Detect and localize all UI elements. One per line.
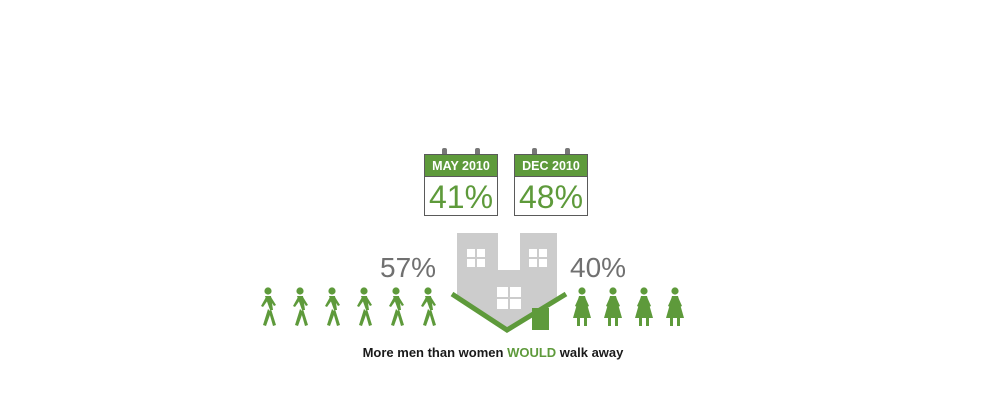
woman-walking-icon — [666, 287, 684, 326]
man-walking-icon — [421, 287, 436, 326]
calendar-percent-value: 48% — [514, 176, 588, 216]
calendar-dec-2010: DEC 2010 48% — [514, 148, 588, 216]
man-walking-icon — [325, 287, 340, 326]
woman-walking-icon — [635, 287, 653, 326]
calendar-percent-value: 41% — [424, 176, 498, 216]
man-walking-icon — [261, 287, 276, 326]
women-percent: 40% — [570, 252, 627, 283]
caption: More men than women WOULD walk away — [0, 345, 986, 360]
caption-text-end: walk away — [556, 345, 624, 360]
calendar-month-label: DEC 2010 — [514, 154, 588, 176]
house-icon — [450, 233, 568, 333]
calendar-may-2010: MAY 2010 41% — [424, 148, 498, 216]
man-walking-icon — [357, 287, 372, 326]
man-walking-icon — [293, 287, 308, 326]
woman-walking-icon — [604, 287, 622, 326]
calendar-month-label: MAY 2010 — [424, 154, 498, 176]
caption-highlight: WOULD — [507, 345, 557, 360]
woman-walking-icon — [573, 287, 591, 326]
men-percent: 57% — [380, 252, 437, 283]
caption-text: More men than women — [362, 345, 508, 360]
man-walking-icon — [389, 287, 404, 326]
